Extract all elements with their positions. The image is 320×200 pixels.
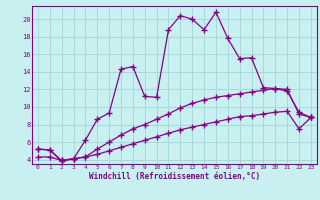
X-axis label: Windchill (Refroidissement éolien,°C): Windchill (Refroidissement éolien,°C): [89, 172, 260, 181]
